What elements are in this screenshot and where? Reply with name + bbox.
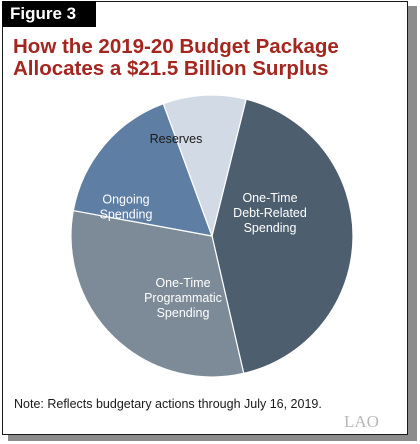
pie-slice-label-line: One-Time (242, 191, 297, 205)
pie-slice-label-2: One-Time Programmatic Spending (144, 276, 222, 320)
pie-slice-label-line: Spending (100, 208, 153, 222)
lao-logo-text: LAO (344, 412, 379, 430)
chart-title-line-2: Allocates a $21.5 Billion Surplus (13, 57, 329, 80)
pie-slice-4 (162, 94, 247, 239)
figure-label: Figure 3 (2, 1, 96, 27)
chart-title: How the 2019-20 Budget Package Allocates… (13, 36, 403, 80)
lao-logo: LAO (344, 412, 379, 430)
pie-slice-2 (70, 209, 245, 378)
pie-slice-label-line: One-Time (155, 276, 210, 290)
pie-slice-label-line: Spending (157, 306, 210, 320)
pie-slice-label-line: Debt-Related (233, 206, 307, 220)
pie-slice-label-4: Reserves (150, 132, 203, 146)
pie-slice-label-line: Ongoing (102, 193, 149, 207)
pie-slice-label-line: Reserves (150, 132, 203, 146)
pie-slice-label-3: Ongoing Spending (100, 193, 153, 222)
chart-title-line-1: How the 2019-20 Budget Package (13, 35, 339, 58)
chart-note: Note: Reflects budgetary actions through… (14, 397, 322, 411)
pie-slice-label-1: One-Time Debt-Related Spending (233, 191, 307, 235)
pie-slice-label-line: Spending (244, 221, 297, 235)
pie-slice-1 (211, 98, 354, 375)
pie-slice-label-line: Programmatic (144, 291, 222, 305)
pie-slice-3 (72, 102, 213, 237)
